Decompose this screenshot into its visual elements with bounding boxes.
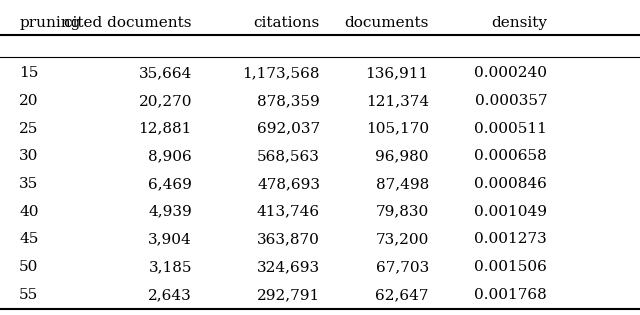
Text: 15: 15 (19, 66, 38, 80)
Text: 692,037: 692,037 (257, 122, 320, 135)
Text: 0.001506: 0.001506 (474, 260, 547, 274)
Text: 1,173,568: 1,173,568 (243, 66, 320, 80)
Text: 30: 30 (19, 149, 38, 163)
Text: 55: 55 (19, 288, 38, 302)
Text: 96,980: 96,980 (375, 149, 429, 163)
Text: 478,693: 478,693 (257, 177, 320, 191)
Text: 67,703: 67,703 (376, 260, 429, 274)
Text: citations: citations (253, 16, 320, 30)
Text: 324,693: 324,693 (257, 260, 320, 274)
Text: 73,200: 73,200 (376, 232, 429, 246)
Text: 20,270: 20,270 (138, 94, 192, 108)
Text: 0.000511: 0.000511 (474, 122, 547, 135)
Text: 3,904: 3,904 (148, 232, 192, 246)
Text: 25: 25 (19, 122, 38, 135)
Text: 0.000658: 0.000658 (474, 149, 547, 163)
Text: 35: 35 (19, 177, 38, 191)
Text: documents: documents (344, 16, 429, 30)
Text: 62,647: 62,647 (375, 288, 429, 302)
Text: density: density (492, 16, 547, 30)
Text: 0.000357: 0.000357 (475, 94, 547, 108)
Text: 35,664: 35,664 (139, 66, 192, 80)
Text: 413,746: 413,746 (257, 205, 320, 219)
Text: 0.000240: 0.000240 (474, 66, 547, 80)
Text: 0.001273: 0.001273 (474, 232, 547, 246)
Text: 105,170: 105,170 (365, 122, 429, 135)
Text: 6,469: 6,469 (148, 177, 192, 191)
Text: 0.000846: 0.000846 (474, 177, 547, 191)
Text: 8,906: 8,906 (148, 149, 192, 163)
Text: 136,911: 136,911 (365, 66, 429, 80)
Text: 79,830: 79,830 (376, 205, 429, 219)
Text: 40: 40 (19, 205, 38, 219)
Text: 3,185: 3,185 (148, 260, 192, 274)
Text: pruning: pruning (19, 16, 81, 30)
Text: 50: 50 (19, 260, 38, 274)
Text: 4,939: 4,939 (148, 205, 192, 219)
Text: cited documents: cited documents (65, 16, 192, 30)
Text: 0.001049: 0.001049 (474, 205, 547, 219)
Text: 363,870: 363,870 (257, 232, 320, 246)
Text: 2,643: 2,643 (148, 288, 192, 302)
Text: 292,791: 292,791 (257, 288, 320, 302)
Text: 121,374: 121,374 (365, 94, 429, 108)
Text: 20: 20 (19, 94, 38, 108)
Text: 568,563: 568,563 (257, 149, 320, 163)
Text: 87,498: 87,498 (376, 177, 429, 191)
Text: 12,881: 12,881 (139, 122, 192, 135)
Text: 0.001768: 0.001768 (474, 288, 547, 302)
Text: 45: 45 (19, 232, 38, 246)
Text: 878,359: 878,359 (257, 94, 320, 108)
